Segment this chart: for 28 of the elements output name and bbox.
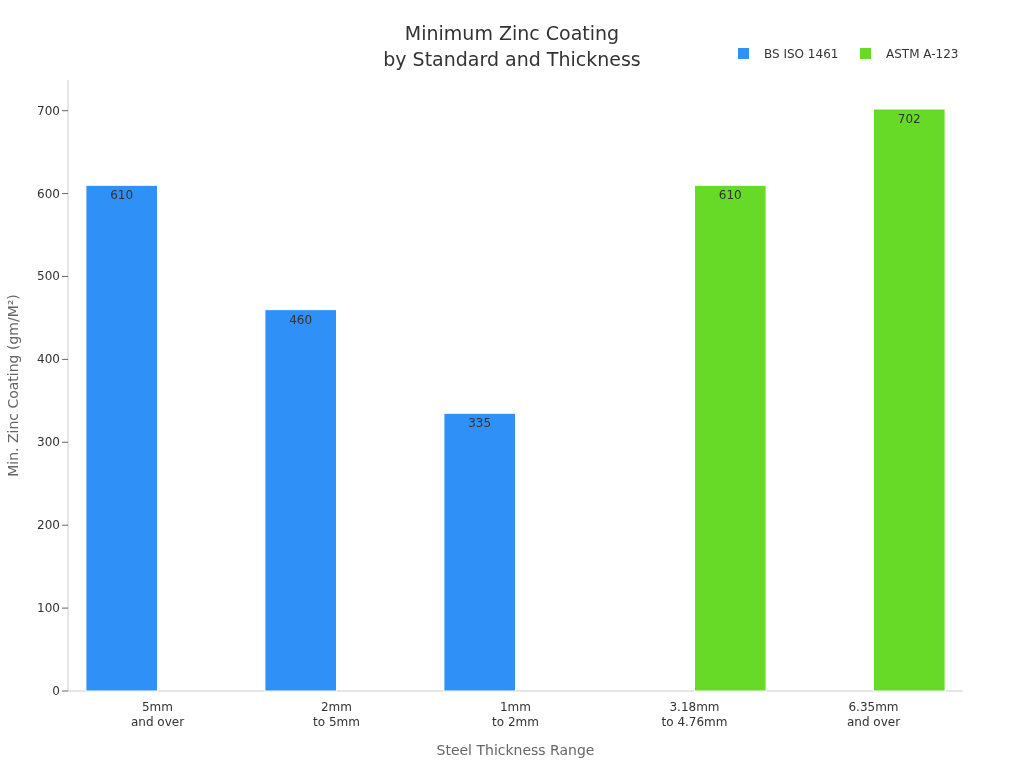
bar: [264, 309, 337, 692]
data-label: 460: [289, 312, 313, 327]
y-tick-label: 300: [37, 435, 60, 450]
y-axis-title: Min. Zinc Coating (gm/M²): [5, 294, 21, 477]
y-tick-label: 0: [52, 684, 60, 698]
bar: [443, 412, 516, 692]
y-tick-label: 600: [37, 186, 60, 201]
y-tick-label: 500: [37, 269, 60, 284]
y-tick-label: 200: [37, 518, 60, 533]
x-axis-title: Steel Thickness Range: [436, 742, 595, 758]
data-label: 610: [110, 188, 134, 203]
x-tick-label: 1mm to 2mm: [492, 700, 539, 729]
y-tick-label: 400: [37, 352, 60, 367]
legend-label: BS ISO 1461: [764, 47, 839, 61]
x-tick-label: 6.35mm and over: [846, 700, 901, 729]
y-tick-label: 700: [37, 103, 60, 118]
bar: [85, 184, 158, 692]
data-label: 702: [897, 112, 921, 127]
bar: [873, 108, 946, 692]
legend-label: ASTM A-123: [886, 47, 959, 61]
x-tick-label: 2mm to 5mm: [313, 700, 360, 729]
bar: [694, 184, 767, 692]
chart-title: Minimum Zinc Coating by Standard and Thickness: [383, 22, 641, 70]
x-tick-label: 3.18mm to 4.76mm: [661, 700, 728, 729]
data-label: 610: [718, 188, 742, 203]
y-tick-label: 100: [37, 601, 60, 616]
data-label: 335: [468, 416, 492, 431]
x-tick-label: 5mm and over: [130, 700, 185, 729]
